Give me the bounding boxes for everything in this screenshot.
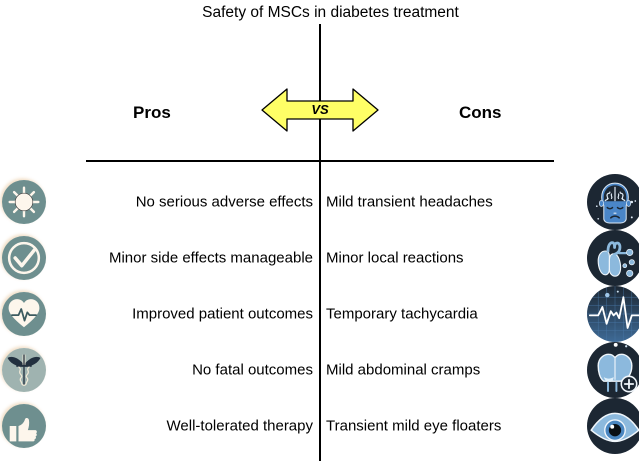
svg-text:VS: VS [311,102,329,117]
